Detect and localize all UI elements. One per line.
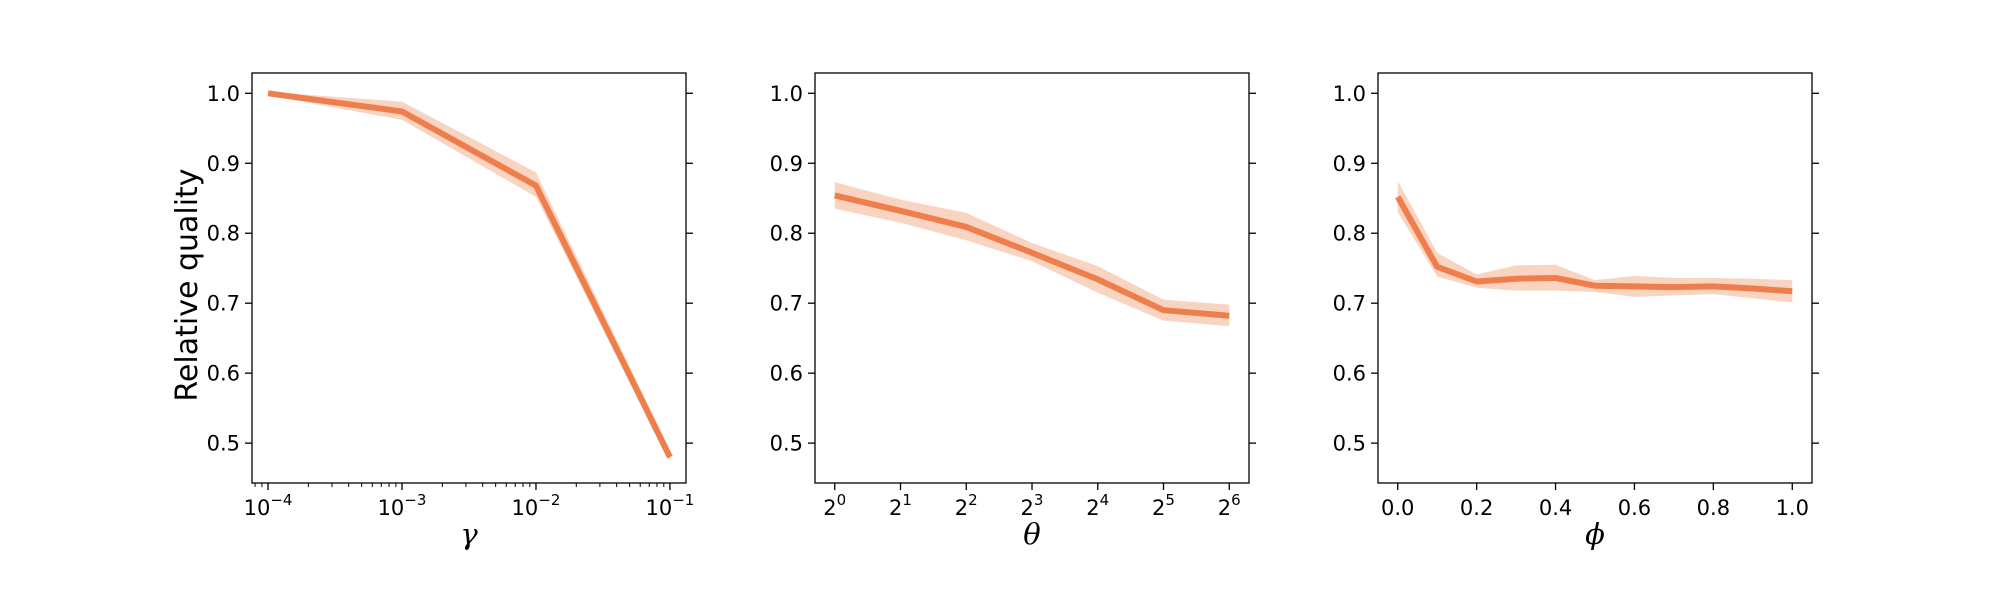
y-tick-label: 0.7 [1333, 292, 1366, 316]
series-line [1395, 195, 1793, 295]
panel-2: 0.5 0.6 0.7 0.8 0.9 1.0 20 21 22 23 24 25 26 θ [770, 72, 1256, 551]
y-tick-label: 0.7 [770, 292, 803, 316]
y-tick-label: 0.7 [207, 292, 240, 316]
panels: 0.50.60.70.80.91.010−4 10−3 10−2 10−1γ0.50.… [207, 72, 1819, 551]
x-tick-label: 1.0 [1776, 496, 1809, 520]
y-tick-label: 0.8 [207, 222, 240, 246]
y-tick-label: 1.0 [1333, 82, 1366, 106]
confidence-band [1397, 180, 1793, 303]
x-tick-label: 0.6 [1618, 496, 1651, 520]
axes-frame [251, 72, 687, 484]
x-axis-label: ϕ [1585, 517, 1605, 551]
x-tick-label: 21 [889, 491, 912, 520]
x-tick-label: 10−2 [512, 491, 561, 520]
y-tick-label: 0.5 [207, 432, 240, 456]
y-tick-label: 0.5 [770, 432, 803, 456]
axes-frame [1377, 72, 1813, 484]
x-tick-label: 25 [1152, 491, 1175, 520]
y-tick-label: 0.8 [1333, 222, 1366, 246]
panel-3: 0.5 0.6 0.7 0.8 0.9 1.0 0.0 0.2 0.4 0.6 0.8 1.0 ϕ [1333, 72, 1819, 551]
x-tick-label: 0.0 [1381, 496, 1414, 520]
y-tick-label: 0.6 [770, 362, 803, 386]
x-tick-label: 20 [823, 491, 846, 520]
x-tick-label: 10−4 [244, 491, 293, 520]
x-tick-label: 10−3 [378, 491, 427, 520]
y-tick-label: 0.6 [207, 362, 240, 386]
x-axis-label: γ [460, 517, 478, 551]
y-tick-label: 0.9 [770, 152, 803, 176]
y-tick-label: 0.9 [1333, 152, 1366, 176]
x-tick-label: 23 [1021, 491, 1044, 520]
x-tick-label: 0.8 [1697, 496, 1730, 520]
axes-frame [814, 72, 1250, 484]
y-tick-label: 0.5 [1333, 432, 1366, 456]
x-tick-label: 0.2 [1460, 496, 1493, 520]
x-tick-label: 22 [955, 491, 978, 520]
y-tick-label: 1.0 [207, 82, 240, 106]
series-line [267, 90, 673, 459]
y-tick-label: 0.6 [1333, 362, 1366, 386]
x-axis-label: θ [1023, 517, 1040, 551]
y-axis-title: Relative quality [170, 168, 205, 401]
x-tick-label: 26 [1218, 491, 1241, 520]
x-tick-label: 24 [1086, 491, 1109, 520]
y-tick-label: 1.0 [770, 82, 803, 106]
y-tick-label: 0.9 [207, 152, 240, 176]
panel-1: 0.5 0.6 0.7 0.8 0.9 1.0 10−4 10−3 10−2 10−1 γ [207, 72, 695, 551]
x-tick-label: 0.4 [1539, 496, 1572, 520]
y-tick-label: 0.8 [770, 222, 803, 246]
x-tick-label: 10−1 [646, 491, 695, 520]
